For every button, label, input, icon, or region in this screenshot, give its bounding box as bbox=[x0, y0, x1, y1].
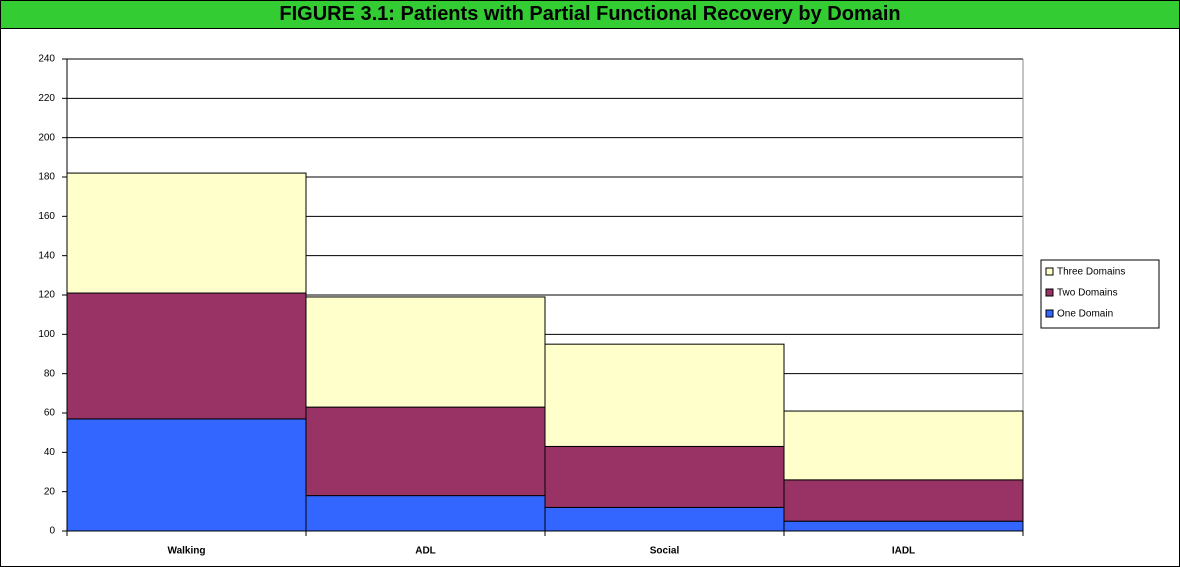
chart-title: FIGURE 3.1: Patients with Partial Functi… bbox=[1, 1, 1179, 29]
y-tick-label: 40 bbox=[44, 447, 56, 458]
y-tick-label: 140 bbox=[38, 250, 55, 261]
legend-swatch bbox=[1045, 267, 1054, 276]
bar-segment bbox=[305, 406, 546, 497]
chart: 0 20 40 60 80 100 120 140 160 180 200 220 240 Walking… bbox=[38, 54, 1160, 557]
bar-segment bbox=[544, 343, 785, 447]
y-tick-label: 100 bbox=[38, 329, 55, 340]
bar-segment bbox=[783, 410, 1024, 481]
y-tick-label: 200 bbox=[38, 132, 55, 143]
legend-box bbox=[1040, 259, 1160, 329]
y-tick-label: 220 bbox=[38, 93, 55, 104]
y-tick-label: 60 bbox=[44, 408, 56, 419]
legend-label: Two Domains bbox=[1057, 288, 1118, 299]
y-tick-label: 0 bbox=[49, 526, 55, 537]
y-tick-label: 80 bbox=[44, 368, 56, 379]
bar-segment bbox=[783, 520, 1024, 532]
legend-label: Three Domains bbox=[1057, 267, 1125, 278]
bar-segment bbox=[66, 418, 307, 532]
y-tick-label: 20 bbox=[44, 486, 56, 497]
bar-segment bbox=[66, 172, 307, 294]
bar-segment bbox=[783, 479, 1024, 522]
bar-segment bbox=[544, 506, 785, 532]
y-tick-label: 240 bbox=[38, 54, 55, 65]
bar-segment bbox=[305, 296, 546, 408]
x-tick-label: IADL bbox=[892, 546, 915, 557]
bar-segment bbox=[66, 292, 307, 420]
y-tick-label: 120 bbox=[38, 290, 55, 301]
legend-label: One Domain bbox=[1057, 309, 1113, 320]
bar-segment bbox=[305, 495, 546, 532]
legend-swatch bbox=[1045, 309, 1054, 318]
x-tick-label: Social bbox=[650, 546, 680, 557]
y-tick-label: 160 bbox=[38, 211, 55, 222]
y-tick-label: 180 bbox=[38, 172, 55, 183]
legend-swatch bbox=[1045, 288, 1054, 297]
bar-segment bbox=[544, 445, 785, 508]
x-tick-label: ADL bbox=[415, 546, 436, 557]
x-tick-label: Walking bbox=[168, 546, 206, 557]
